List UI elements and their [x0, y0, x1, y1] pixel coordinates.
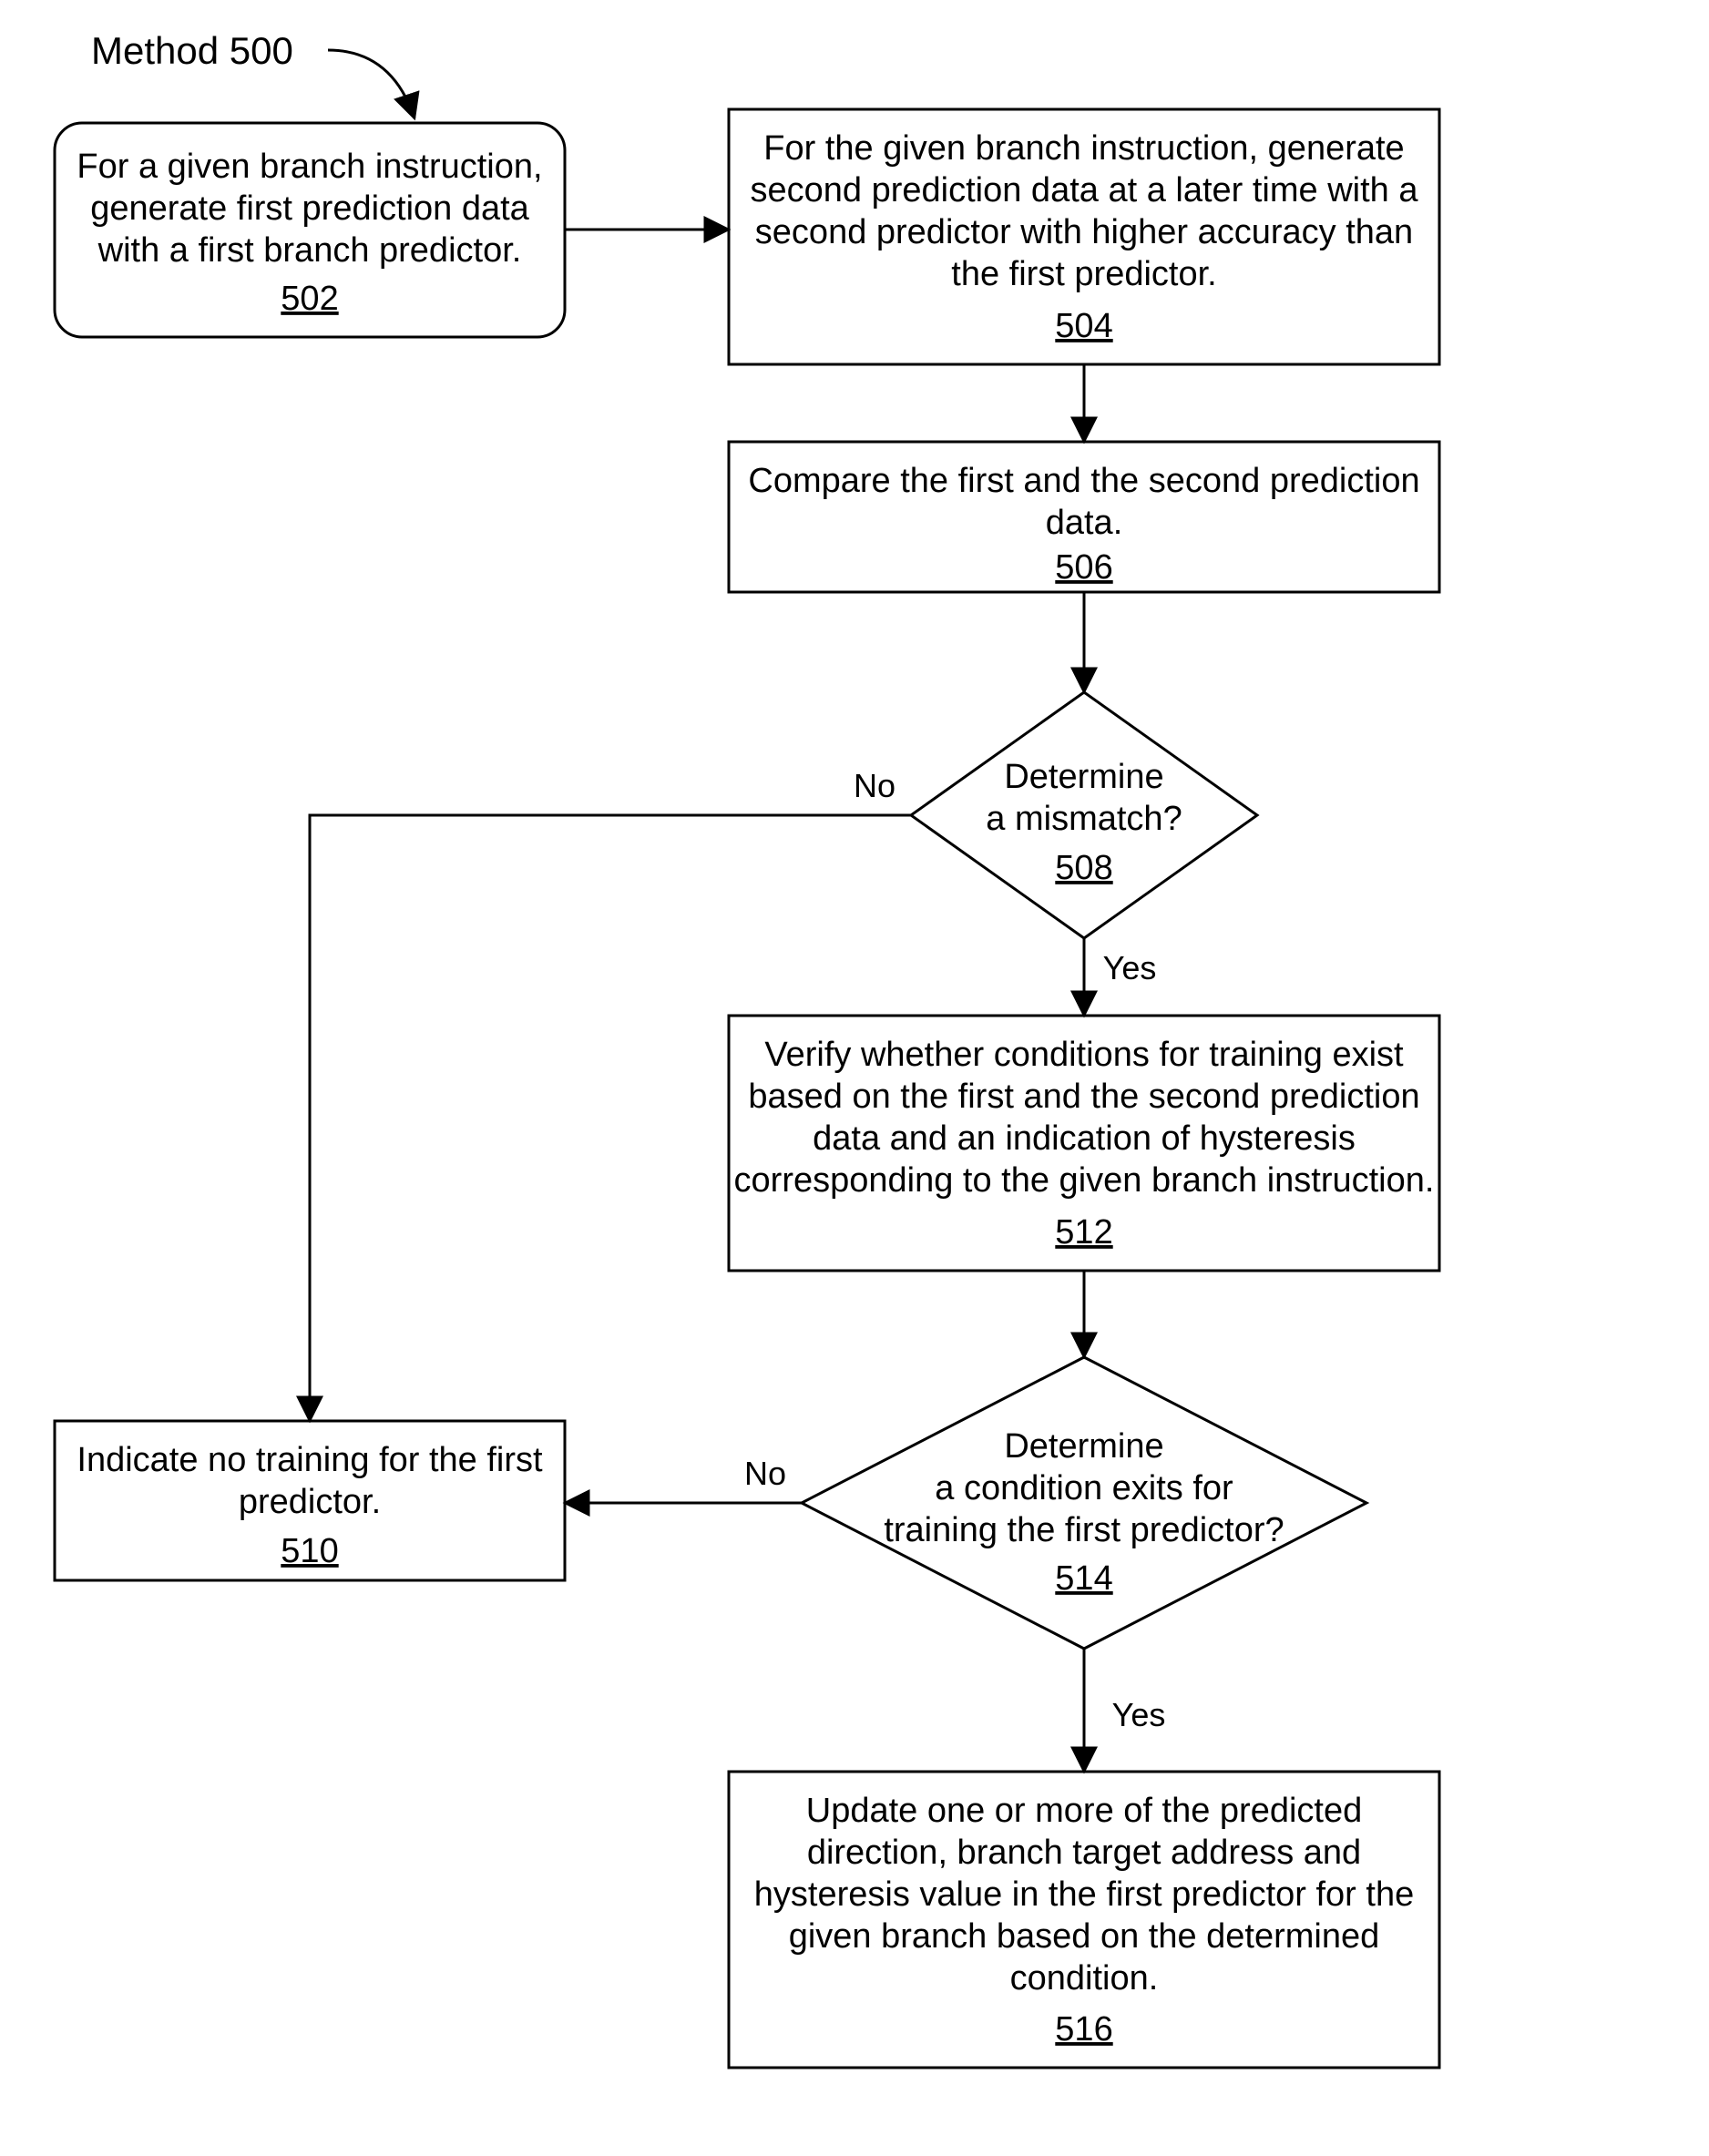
- node-510-line1: Indicate no training for the first: [77, 1441, 543, 1479]
- node-502: For a given branch instruction, generate…: [55, 123, 565, 337]
- node-508-ref: 508: [1055, 849, 1112, 887]
- edge-508-yes-label: Yes: [1103, 949, 1157, 986]
- node-508-line2: a mismatch?: [986, 800, 1182, 838]
- node-504-line1: For the given branch instruction, genera…: [763, 129, 1404, 168]
- node-516: Update one or more of the predicted dire…: [729, 1772, 1439, 2068]
- node-512-line4: corresponding to the given branch instru…: [734, 1161, 1435, 1200]
- edge-508-yes: Yes: [1084, 938, 1156, 1016]
- node-516-line5: condition.: [1010, 1959, 1159, 1998]
- node-516-line1: Update one or more of the predicted: [806, 1792, 1363, 1830]
- node-502-line3: with a first branch predictor.: [97, 231, 522, 270]
- node-514-line3: training the first predictor?: [884, 1511, 1284, 1549]
- edge-508-no-label: No: [854, 767, 895, 804]
- node-504-line4: the first predictor.: [951, 255, 1216, 293]
- node-510-ref: 510: [281, 1532, 338, 1570]
- node-510: Indicate no training for the first predi…: [55, 1421, 565, 1580]
- node-512-line1: Verify whether conditions for training e…: [764, 1036, 1404, 1074]
- node-506: Compare the first and the second predict…: [729, 442, 1439, 592]
- node-506-ref: 506: [1055, 548, 1112, 587]
- edge-514-no: No: [565, 1455, 802, 1503]
- edge-514-yes-label: Yes: [1112, 1696, 1166, 1733]
- node-506-line2: data.: [1046, 504, 1123, 542]
- node-512: Verify whether conditions for training e…: [729, 1016, 1439, 1271]
- node-508: Determine a mismatch? 508: [911, 692, 1257, 938]
- diagram-title: Method 500: [91, 29, 293, 72]
- node-514: Determine a condition exits for training…: [802, 1357, 1366, 1649]
- node-512-line2: based on the first and the second predic…: [748, 1078, 1419, 1116]
- node-504-line3: second predictor with higher accuracy th…: [755, 213, 1413, 251]
- node-516-line4: given branch based on the determined: [789, 1917, 1380, 1956]
- node-502-line2: generate first prediction data: [90, 189, 529, 228]
- node-502-line1: For a given branch instruction,: [77, 148, 542, 186]
- node-504: For the given branch instruction, genera…: [729, 109, 1439, 364]
- node-514-line2: a condition exits for: [935, 1469, 1233, 1507]
- title-arrow: [328, 50, 414, 118]
- node-502-ref: 502: [281, 280, 338, 318]
- node-510-line2: predictor.: [239, 1483, 381, 1521]
- node-514-ref: 514: [1055, 1559, 1112, 1598]
- node-516-line2: direction, branch target address and: [807, 1834, 1361, 1872]
- edge-514-no-label: No: [744, 1455, 786, 1492]
- node-514-line1: Determine: [1004, 1427, 1163, 1466]
- node-516-ref: 516: [1055, 2010, 1112, 2049]
- edge-514-yes: Yes: [1084, 1649, 1165, 1772]
- node-504-line2: second prediction data at a later time w…: [751, 171, 1419, 209]
- node-516-line3: hysteresis value in the first predictor …: [754, 1875, 1414, 1914]
- node-506-line1: Compare the first and the second predict…: [748, 462, 1419, 500]
- node-504-ref: 504: [1055, 307, 1112, 345]
- node-508-line1: Determine: [1004, 758, 1163, 796]
- node-512-line3: data and an indication of hysteresis: [813, 1119, 1356, 1158]
- node-512-ref: 512: [1055, 1213, 1112, 1252]
